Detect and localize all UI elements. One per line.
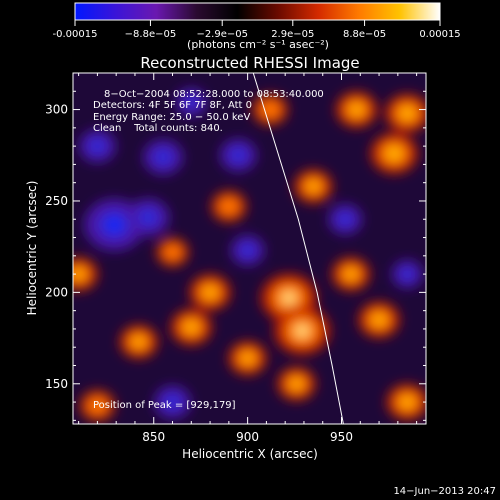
- heatmap: [73, 88, 426, 422]
- hot-spot: [358, 301, 400, 338]
- hot-spot: [274, 306, 331, 355]
- hot-spot: [252, 93, 288, 126]
- y-axis-label: Heliocentric Y (arcsec): [25, 181, 39, 316]
- peak-position-label: Position of Peak = [929,179]: [93, 400, 236, 411]
- colorbar-tick-label: 2.9e−05: [271, 29, 314, 40]
- footer-timestamp: 14−Jun−2013 20:47: [393, 486, 496, 497]
- cold-spot: [391, 260, 423, 289]
- x-tick-label: 950: [330, 430, 353, 444]
- cold-spot: [230, 235, 265, 266]
- hot-spot: [170, 309, 212, 346]
- hot-spot: [294, 169, 333, 204]
- colorbar-unit-label: (photons cm⁻² s⁻¹ asec⁻²): [187, 38, 329, 51]
- colorbar: [74, 2, 441, 21]
- colorbar-tick-label: −2.9e−05: [196, 29, 248, 40]
- x-axis-label: Heliocentric X (arcsec): [182, 447, 318, 461]
- cold-spot: [219, 138, 257, 172]
- hot-spot: [277, 366, 316, 401]
- hot-spot: [331, 257, 371, 291]
- y-tick-label: 300: [45, 103, 68, 117]
- colorbar-tick-label: 8.8e−05: [343, 29, 386, 40]
- y-tick-label: 200: [45, 285, 68, 299]
- hot-spot: [156, 237, 189, 267]
- hot-spot: [119, 324, 158, 359]
- hot-spot: [386, 384, 426, 421]
- info-line-counts: Clean Total counts: 840.: [93, 123, 223, 134]
- info-line-energy: Energy Range: 25.0 − 50.0 keV: [93, 112, 250, 123]
- colorbar-ticks: -0.00015 −8.8e−05 −2.9e−05 2.9e−05 8.8e−05 0.…: [53, 20, 461, 40]
- colorbar-tick-label: −8.8e−05: [125, 29, 177, 40]
- plot-area: [73, 73, 426, 424]
- hot-spot: [189, 274, 231, 311]
- cold-spot: [126, 198, 170, 237]
- hot-spot: [79, 390, 116, 422]
- axis-ticks: 850 900 950 150 200 250 300: [45, 72, 426, 444]
- colorbar-tick-label: 0.00015: [419, 29, 460, 40]
- hot-spot: [228, 341, 267, 375]
- plot-frame: [72, 72, 427, 425]
- cold-spot: [175, 88, 207, 117]
- x-tick-label: 850: [142, 430, 165, 444]
- cold-spot: [79, 129, 116, 163]
- y-tick-label: 250: [45, 194, 68, 208]
- cold-spot: [154, 385, 191, 419]
- chart-title: Reconstructed RHESSI Image: [140, 54, 359, 72]
- hot-spot: [370, 133, 418, 174]
- cold-spot: [328, 204, 363, 235]
- info-line-time: 8−Oct−2004 08:52:28.000 to 08:53:40.000: [104, 89, 324, 100]
- hot-spot: [385, 94, 426, 133]
- y-tick-label: 150: [45, 377, 68, 391]
- info-line-detectors: Detectors: 4F 5F 6F 7F 8F, Att 0: [93, 100, 252, 111]
- x-tick-label: 900: [236, 430, 259, 444]
- solar-limb-curve: [252, 73, 344, 424]
- observation-info: 8−Oct−2004 08:52:28.000 to 08:53:40.000 …: [93, 89, 324, 134]
- cold-spot: [143, 139, 183, 175]
- colorbar-tick-label: -0.00015: [53, 29, 98, 40]
- hot-spot: [73, 257, 98, 291]
- hot-spot: [211, 190, 247, 223]
- hot-spot: [335, 91, 378, 128]
